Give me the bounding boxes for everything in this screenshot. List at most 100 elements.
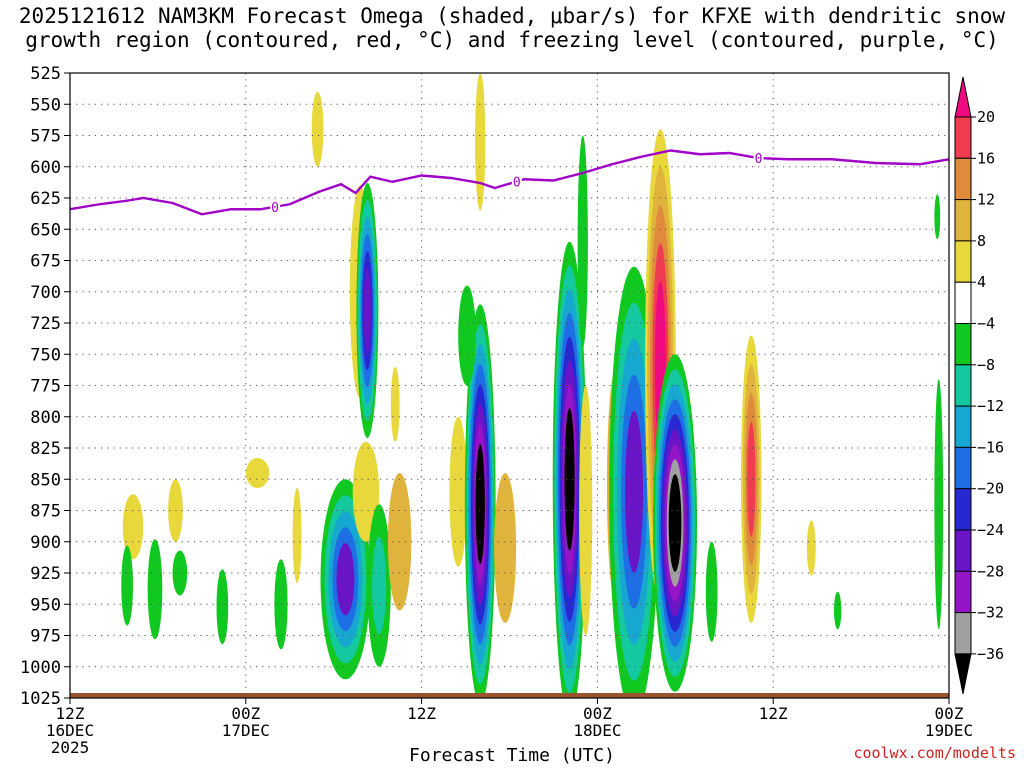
- omega-cell: [705, 541, 718, 642]
- x-tick-label: 16DEC: [46, 721, 94, 740]
- omega-cell: [121, 545, 133, 626]
- omega-contour-yellow: [245, 458, 270, 488]
- y-tick-label: 650: [30, 220, 61, 240]
- omega-contour-yellow: [475, 73, 486, 211]
- omega-cell: [806, 520, 816, 576]
- x-tick-label: 00Z: [231, 704, 260, 723]
- chart-title-line2: growth region (contoured, red, °C) and f…: [25, 28, 999, 52]
- colorbar-swatch-teal: [954, 364, 972, 407]
- colorbar-label: 8: [977, 232, 986, 250]
- omega-contour-green: [934, 194, 941, 240]
- omega-contour-yellow: [122, 494, 144, 560]
- colorbar-swatch-pink: [954, 76, 972, 118]
- omega-cell: [934, 194, 941, 240]
- colorbar-label: −32: [977, 604, 1004, 622]
- colorbar-label: −24: [977, 521, 1004, 539]
- x-tick-label: 12Z: [759, 704, 788, 723]
- y-tick-label: 600: [30, 158, 61, 178]
- colorbar-swatch-blue: [954, 446, 972, 490]
- colorbar-label: 12: [977, 191, 995, 209]
- colorbar-swatch-red: [954, 116, 972, 159]
- colorbar-swatch-purple1: [954, 529, 972, 572]
- omega-cell: [311, 91, 324, 167]
- colorbar-swatch-cyan: [954, 405, 972, 448]
- y-tick-label: 800: [30, 408, 61, 428]
- colorbar-swatch-gold: [954, 199, 972, 242]
- x-tick-label: 00Z: [583, 704, 612, 723]
- omega-cell: [449, 416, 468, 567]
- y-tick-label: 825: [30, 439, 61, 459]
- y-tick-label: 1025: [20, 689, 61, 709]
- omega-cell: [147, 539, 163, 640]
- omega-contour-purple1: [336, 543, 355, 616]
- colorbar-swatch-black: [954, 653, 972, 694]
- x-tick-label: 18DEC: [573, 721, 621, 740]
- omega-contour-black: [564, 408, 575, 551]
- y-tick-label: 900: [30, 533, 61, 553]
- x-tick-label: 2025: [51, 738, 90, 757]
- y-tick-label: 775: [30, 377, 61, 397]
- freezing-level-label: 0: [271, 201, 279, 216]
- omega-contour-yellow: [292, 488, 302, 583]
- omega-contour-black: [668, 474, 682, 572]
- omega-contour-yellow: [449, 416, 468, 567]
- omega-contour-green: [147, 539, 163, 640]
- colorbar-label: 20: [977, 108, 995, 126]
- omega-cell: [356, 183, 379, 438]
- omega-cell: [552, 241, 587, 698]
- omega-contour-green: [121, 545, 133, 626]
- omega-contour-yellow: [390, 366, 400, 442]
- omega-contour-green: [172, 550, 188, 596]
- site-credit[interactable]: coolwx.com/modelts: [853, 744, 1016, 762]
- omega-contour-yellow: [352, 441, 380, 542]
- omega-contour-green: [705, 541, 718, 642]
- colorbar-label: −12: [977, 397, 1004, 415]
- omega-contour-green: [216, 569, 229, 645]
- freezing-level-label: 0: [755, 152, 763, 167]
- x-tick-label: 17DEC: [222, 721, 270, 740]
- omega-contour-yellow: [806, 520, 816, 576]
- omega-contour-green: [833, 591, 842, 630]
- colorbar-swatch-yellow: [954, 240, 972, 283]
- omega-cell: [577, 135, 588, 348]
- colorbar-label: −4: [977, 315, 995, 333]
- chart-title-line1: 2025121612 NAM3KM Forecast Omega (shaded…: [18, 4, 1006, 28]
- y-tick-label: 700: [30, 283, 61, 303]
- ground-surface: [70, 693, 949, 698]
- omega-contour-purple1: [625, 410, 643, 573]
- y-tick-label: 675: [30, 252, 61, 272]
- y-tick-label: 875: [30, 502, 61, 522]
- omega-cell: [833, 591, 842, 630]
- y-tick-label: 625: [30, 189, 61, 209]
- x-tick-label: 12Z: [56, 704, 85, 723]
- colorbar-swatch-gray: [954, 612, 972, 655]
- omega-cell: [216, 569, 229, 645]
- colorbar-label: −28: [977, 562, 1004, 580]
- y-tick-label: 1000: [20, 658, 61, 678]
- omega-contour-black: [475, 444, 485, 565]
- colorbar-label: −16: [977, 438, 1004, 456]
- chart-title: 2025121612 NAM3KM Forecast Omega (shaded…: [0, 4, 1024, 52]
- y-tick-label: 575: [30, 127, 61, 147]
- x-tick-label: 19DEC: [925, 721, 973, 740]
- colorbar-label: 16: [977, 149, 995, 167]
- omega-cell: [653, 354, 698, 692]
- freezing-level-label: 0: [513, 175, 521, 190]
- colorbar-label: 4: [977, 273, 986, 291]
- colorbar-label: −8: [977, 356, 995, 374]
- y-tick-label: 950: [30, 595, 61, 615]
- omega-contour-gold: [494, 473, 517, 623]
- colorbar-label: −20: [977, 480, 1004, 498]
- y-tick-label: 525: [30, 64, 61, 84]
- omega-contour-red: [747, 421, 756, 537]
- omega-cell: [352, 441, 380, 542]
- y-tick-label: 925: [30, 564, 61, 584]
- omega-cell: [292, 488, 302, 583]
- omega-cell: [367, 504, 391, 667]
- colorbar-swatch-orange: [954, 157, 972, 201]
- omega-cell: [245, 458, 270, 488]
- omega-contour-teal: [372, 536, 387, 635]
- omega-cell: [122, 494, 144, 560]
- omega-cell: [458, 285, 476, 386]
